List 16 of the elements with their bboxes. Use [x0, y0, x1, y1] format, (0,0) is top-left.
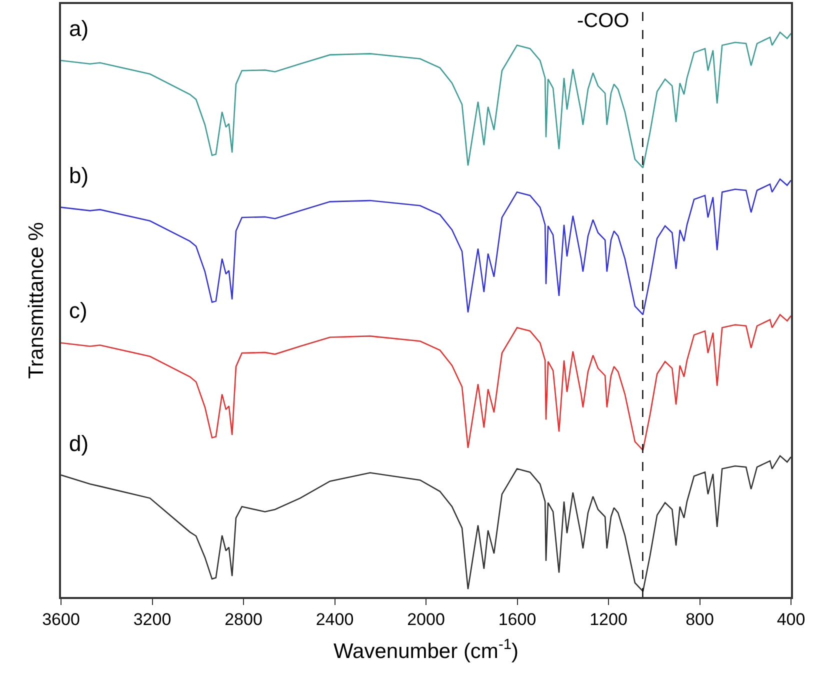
x-tick-label: 1200 — [590, 610, 628, 630]
series-label: c) — [69, 298, 88, 323]
x-tick-label: 1600 — [498, 610, 536, 630]
x-tick-label: 2800 — [224, 610, 262, 630]
ref-line-label: -COO — [577, 10, 630, 32]
series-label: b) — [69, 163, 89, 188]
series-label: a) — [69, 16, 89, 41]
x-tick-label: 800 — [686, 610, 714, 630]
x-tick-label: 3200 — [133, 610, 172, 630]
y-axis-title: Transmittance % — [24, 222, 48, 379]
x-tick-label: 2000 — [407, 610, 445, 630]
x-tick-label: 400 — [776, 610, 806, 630]
series-label: d) — [69, 431, 89, 456]
x-tick-label: 2400 — [316, 610, 354, 630]
x-axis-title: Wavenumber (cm$^{-1}$) — [334, 637, 518, 663]
x-tick-label: 3600 — [42, 610, 80, 630]
